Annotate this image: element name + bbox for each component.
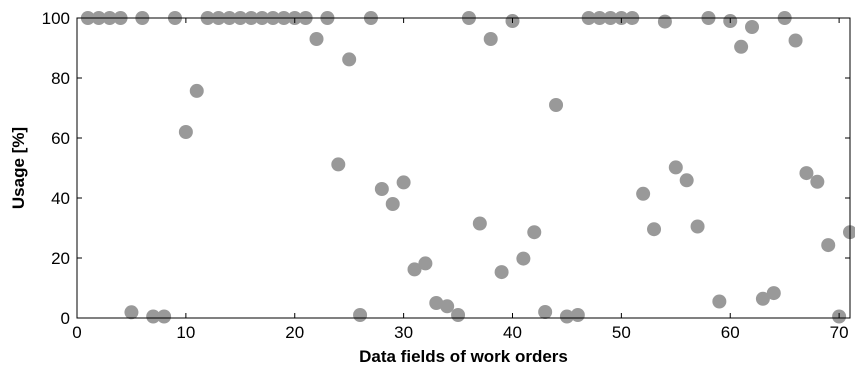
data-point bbox=[429, 296, 444, 310]
y-tick-label: 20 bbox=[51, 249, 70, 268]
data-point bbox=[690, 219, 705, 234]
data-point bbox=[745, 20, 760, 34]
data-point bbox=[734, 39, 749, 54]
data-point bbox=[755, 291, 770, 306]
data-point bbox=[146, 309, 161, 324]
y-tick-label: 0 bbox=[61, 309, 70, 328]
data-point bbox=[418, 256, 433, 271]
data-point bbox=[440, 299, 455, 314]
data-point bbox=[766, 286, 781, 301]
x-axis-ticks: 0 10 20 30 40 50 60 70 bbox=[72, 18, 849, 342]
data-point bbox=[636, 186, 651, 201]
data-point bbox=[451, 308, 466, 322]
data-point bbox=[799, 166, 814, 181]
x-tick-label: 10 bbox=[176, 323, 195, 342]
data-point bbox=[353, 308, 368, 322]
x-tick-label: 70 bbox=[830, 323, 849, 342]
x-axis-title: Data fields of work orders bbox=[359, 347, 568, 366]
data-point bbox=[483, 32, 498, 46]
data-point bbox=[538, 305, 553, 319]
data-point bbox=[668, 160, 683, 175]
x-tick-label: 50 bbox=[612, 323, 631, 342]
data-point bbox=[570, 308, 585, 322]
y-tick-label: 40 bbox=[51, 189, 70, 208]
plot-frame bbox=[76, 17, 851, 319]
y-tick-label: 60 bbox=[51, 129, 70, 148]
y-axis-title: Usage [%] bbox=[9, 127, 28, 209]
data-point bbox=[407, 262, 422, 277]
x-tick-label: 40 bbox=[503, 323, 522, 342]
data-point bbox=[821, 238, 836, 253]
data-point bbox=[331, 157, 346, 172]
data-point bbox=[396, 175, 411, 190]
data-point bbox=[472, 216, 487, 231]
data-point bbox=[549, 98, 564, 112]
data-point bbox=[124, 305, 139, 320]
data-point bbox=[657, 14, 672, 29]
y-axis-ticks: 0 20 40 60 80 100 bbox=[42, 9, 850, 328]
data-point bbox=[679, 173, 694, 188]
data-point bbox=[494, 265, 509, 280]
data-point bbox=[178, 125, 193, 139]
y-tick-label: 100 bbox=[42, 9, 70, 28]
data-point bbox=[189, 83, 204, 98]
data-points bbox=[80, 11, 855, 324]
y-tick-label: 80 bbox=[51, 69, 70, 88]
data-point bbox=[527, 225, 542, 240]
data-point bbox=[788, 33, 803, 48]
data-point bbox=[712, 294, 727, 309]
x-tick-label: 0 bbox=[72, 323, 81, 342]
data-point bbox=[374, 182, 389, 196]
data-point bbox=[810, 174, 825, 189]
data-point bbox=[647, 222, 662, 237]
data-point bbox=[559, 309, 574, 324]
data-point bbox=[309, 32, 324, 46]
x-tick-label: 60 bbox=[721, 323, 740, 342]
x-tick-label: 20 bbox=[285, 323, 304, 342]
data-point bbox=[157, 309, 172, 324]
data-point bbox=[385, 197, 400, 211]
data-point bbox=[342, 52, 357, 67]
data-point bbox=[843, 225, 855, 240]
data-point bbox=[516, 251, 531, 266]
x-tick-label: 30 bbox=[394, 323, 413, 342]
